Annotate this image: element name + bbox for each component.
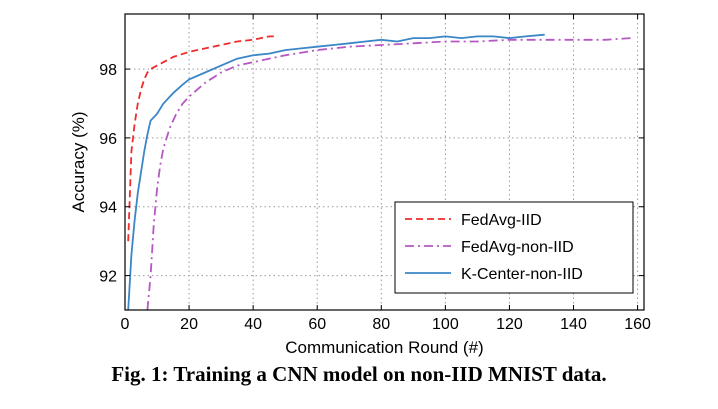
- x-tick-label: 40: [244, 316, 262, 333]
- legend-label: FedAvg-IID: [461, 212, 542, 229]
- legend-label: K-Center-non-IID: [461, 266, 583, 283]
- y-tick-label: 94: [99, 200, 117, 217]
- y-tick-label: 96: [99, 131, 117, 148]
- series-line-k-center-non-iid: [127, 33, 545, 310]
- figure-caption: Fig. 1: Training a CNN model on non-IID …: [111, 362, 607, 386]
- x-tick-label: 100: [432, 316, 459, 333]
- x-axis-label: Communication Round (#): [285, 338, 483, 357]
- x-tick-label: 160: [624, 316, 651, 333]
- series-lines: [127, 33, 632, 310]
- series-line-fedavg-iid: [127, 35, 276, 242]
- x-tick-label: 60: [308, 316, 326, 333]
- legend: FedAvg-IID FedAvg-non-IID K-Center-non-IID: [394, 201, 634, 294]
- x-tick-label: 0: [121, 316, 130, 333]
- y-tick-label: 92: [99, 269, 117, 286]
- legend-label: FedAvg-non-IID: [461, 239, 574, 256]
- x-tick-label: 140: [560, 316, 587, 333]
- x-tick-label: 120: [496, 316, 523, 333]
- y-tick-label: 98: [99, 62, 117, 79]
- x-tick-label: 80: [372, 316, 390, 333]
- tick-labels: 0 20 40 60 80 100 120 140 160 92 94 96 98: [99, 62, 651, 333]
- axes: [124, 13, 645, 311]
- plot-frame: [124, 13, 645, 311]
- y-axis-label: Accuracy (%): [69, 111, 88, 212]
- accuracy-chart: 0 20 40 60 80 100 120 140 160 92 94 96 98 FedAvg-IID…: [69, 13, 651, 357]
- x-tick-label: 20: [180, 316, 198, 333]
- legend-box: [394, 201, 634, 294]
- series-line-fedavg-non-iid: [146, 37, 632, 310]
